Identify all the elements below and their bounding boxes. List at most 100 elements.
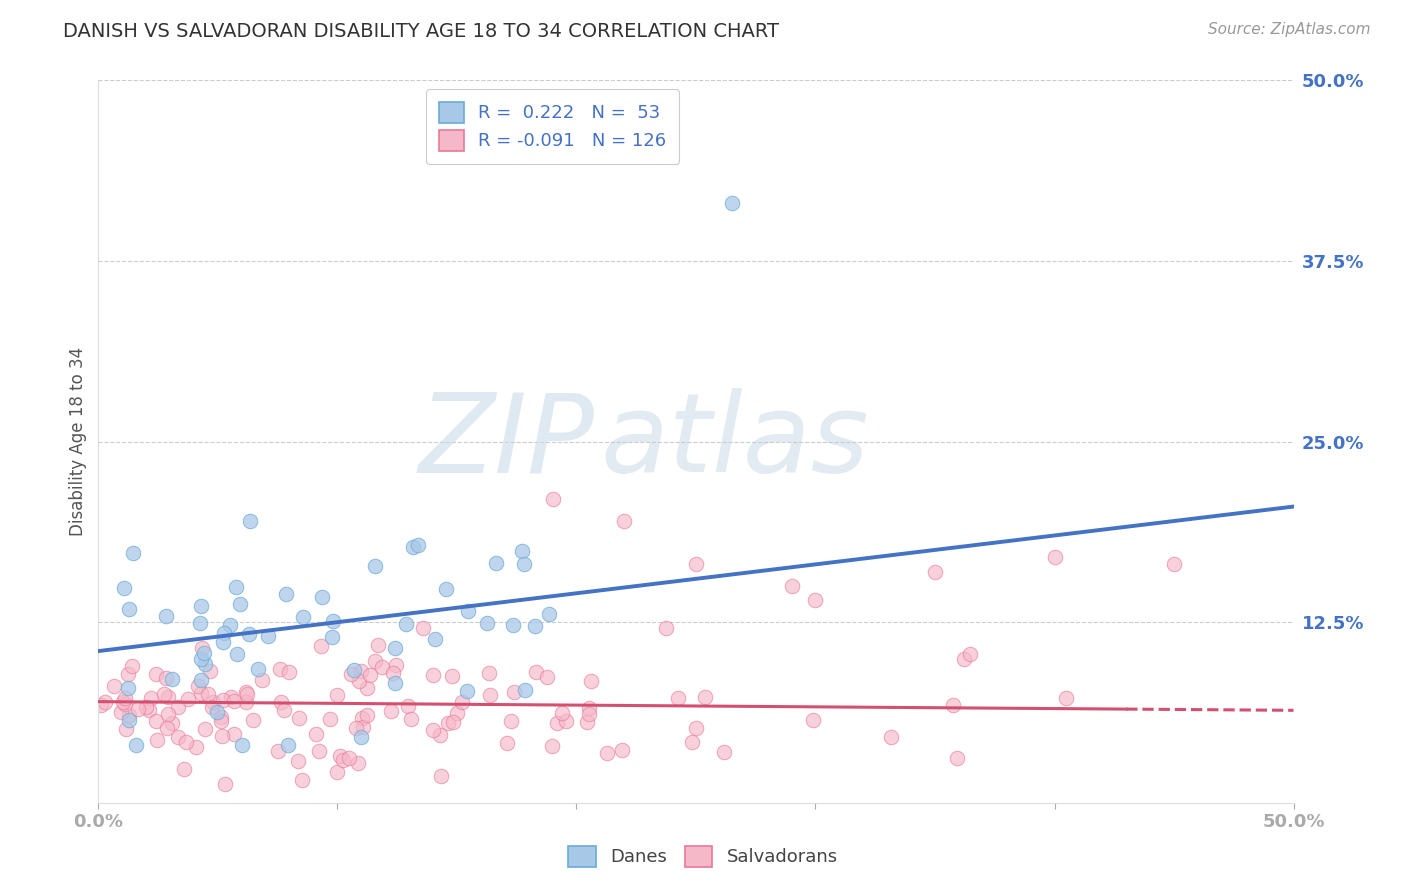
Point xyxy=(364,559,387,574)
Point xyxy=(655,621,678,635)
Point xyxy=(156,722,179,736)
Point xyxy=(209,714,232,728)
Point xyxy=(270,694,292,708)
Point xyxy=(90,698,112,713)
Point xyxy=(177,691,200,706)
Point xyxy=(176,735,198,749)
Point xyxy=(319,712,342,726)
Point xyxy=(385,658,408,673)
Point xyxy=(122,547,145,561)
Point xyxy=(326,688,349,702)
Point xyxy=(423,632,446,646)
Point xyxy=(194,723,217,737)
Point xyxy=(121,658,143,673)
Point xyxy=(167,699,190,714)
Point xyxy=(347,756,370,770)
Point xyxy=(277,738,299,752)
Point xyxy=(356,681,378,695)
Point xyxy=(546,716,568,731)
Point xyxy=(496,736,519,750)
Point xyxy=(145,714,167,729)
Point xyxy=(340,666,363,681)
Point xyxy=(479,689,502,703)
Point xyxy=(456,684,478,698)
Legend: Danes, Salvadorans: Danes, Salvadorans xyxy=(561,838,845,874)
Point xyxy=(112,694,135,708)
Point xyxy=(429,770,451,784)
Point xyxy=(277,665,299,679)
Point xyxy=(190,673,212,688)
Point xyxy=(190,686,212,700)
Point xyxy=(112,581,135,595)
Point xyxy=(114,690,136,705)
Point xyxy=(242,713,264,727)
Point xyxy=(804,593,827,607)
Point xyxy=(326,765,349,780)
Point xyxy=(212,693,235,707)
Point xyxy=(347,673,370,688)
Point xyxy=(352,711,374,725)
Point xyxy=(412,621,434,635)
Point xyxy=(537,607,560,621)
Point xyxy=(212,625,235,640)
Point xyxy=(685,721,707,735)
Point xyxy=(942,698,965,712)
Point xyxy=(103,679,125,693)
Point xyxy=(512,543,534,558)
Point xyxy=(803,713,825,727)
Point xyxy=(515,683,537,698)
Point xyxy=(235,695,257,709)
Point xyxy=(350,730,373,744)
Point xyxy=(713,745,735,759)
Point xyxy=(219,690,242,704)
Point xyxy=(139,691,162,706)
Point xyxy=(214,777,236,791)
Point xyxy=(138,703,160,717)
Point xyxy=(321,631,343,645)
Point xyxy=(780,579,803,593)
Point xyxy=(162,673,184,687)
Point xyxy=(269,662,291,676)
Point xyxy=(193,646,215,660)
Point xyxy=(371,659,394,673)
Point xyxy=(187,679,209,693)
Point xyxy=(191,641,214,656)
Point xyxy=(579,674,602,689)
Text: ZIP: ZIP xyxy=(419,388,595,495)
Point xyxy=(276,587,298,601)
Point xyxy=(695,690,717,704)
Point xyxy=(343,663,366,677)
Point xyxy=(235,687,257,701)
Point xyxy=(110,705,132,719)
Text: atlas: atlas xyxy=(600,388,869,495)
Point xyxy=(363,654,385,668)
Point xyxy=(359,667,381,681)
Point xyxy=(226,647,249,661)
Point xyxy=(434,582,457,596)
Point xyxy=(536,670,558,684)
Point xyxy=(880,730,903,744)
Point xyxy=(441,715,464,730)
Point xyxy=(145,666,167,681)
Point xyxy=(155,608,177,623)
Point xyxy=(596,746,619,760)
Point xyxy=(613,514,636,528)
Point xyxy=(352,720,374,734)
Point xyxy=(257,630,280,644)
Point xyxy=(246,662,269,676)
Point xyxy=(503,685,526,699)
Point xyxy=(188,616,211,631)
Point xyxy=(173,763,195,777)
Point xyxy=(231,738,253,752)
Point xyxy=(575,715,598,730)
Point xyxy=(238,627,260,641)
Point xyxy=(115,722,138,736)
Point xyxy=(190,599,212,614)
Point xyxy=(211,729,233,743)
Point xyxy=(225,580,247,594)
Point xyxy=(250,673,273,687)
Point xyxy=(422,723,444,737)
Point xyxy=(311,590,333,604)
Point xyxy=(288,711,311,725)
Point xyxy=(190,652,212,666)
